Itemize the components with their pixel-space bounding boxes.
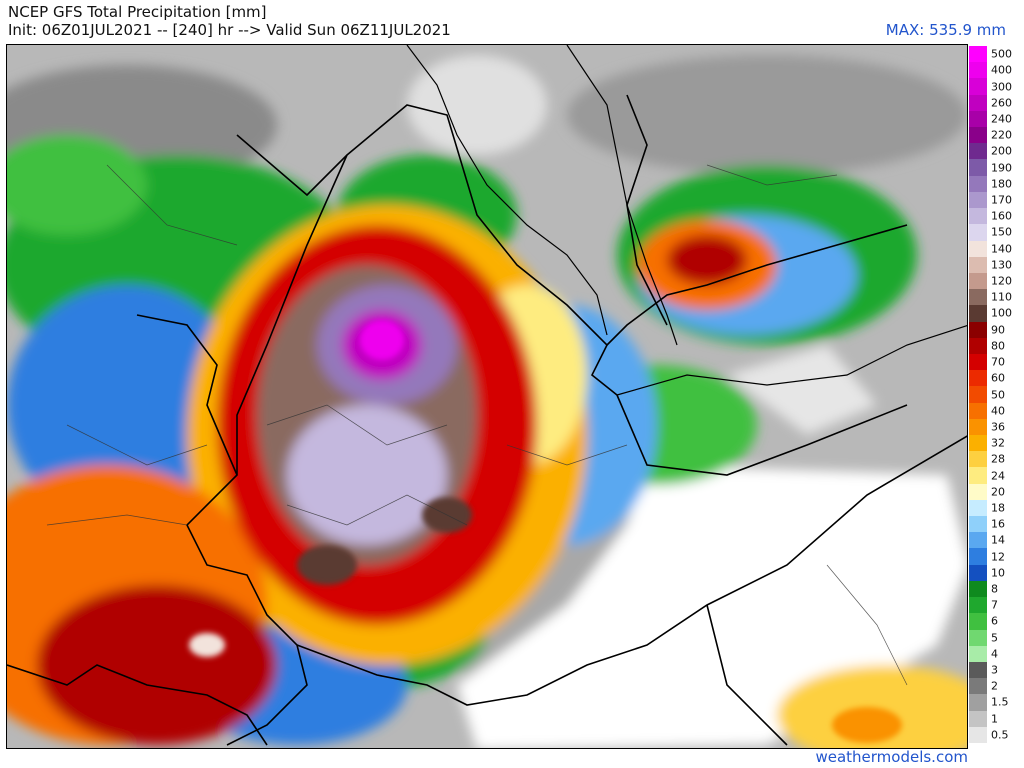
legend-label: 500 bbox=[991, 47, 1012, 61]
legend-label: 400 bbox=[991, 63, 1012, 77]
legend-label: 4 bbox=[991, 647, 998, 661]
legend-label: 70 bbox=[991, 355, 1005, 369]
legend-swatch bbox=[969, 597, 987, 614]
legend-label: 200 bbox=[991, 144, 1012, 158]
legend-swatch bbox=[969, 710, 987, 728]
legend-label: 7 bbox=[991, 598, 998, 612]
legend-swatch bbox=[969, 726, 987, 744]
region-borders bbox=[46, 164, 908, 686]
legend-label: 300 bbox=[991, 80, 1012, 94]
legend-swatch bbox=[969, 402, 987, 420]
legend-label: 14 bbox=[991, 533, 1005, 547]
legend-label: 260 bbox=[991, 96, 1012, 110]
map-title: NCEP GFS Total Precipitation [mm] bbox=[8, 3, 267, 21]
legend-swatch bbox=[969, 435, 987, 452]
precipitation-map[interactable] bbox=[6, 44, 968, 749]
legend-label: 220 bbox=[991, 128, 1012, 142]
legend-swatch bbox=[969, 548, 987, 566]
legend-label: 1 bbox=[991, 712, 998, 726]
legend-swatch bbox=[969, 580, 987, 598]
legend-label: 90 bbox=[991, 323, 1005, 337]
legend-swatch bbox=[969, 62, 987, 79]
legend-label: 6 bbox=[991, 614, 998, 628]
legend-swatch bbox=[969, 289, 987, 306]
legend-swatch bbox=[969, 694, 987, 712]
legend-swatch bbox=[969, 224, 987, 241]
legend-label: 170 bbox=[991, 193, 1012, 207]
legend-swatch bbox=[969, 370, 987, 387]
legend-label: 24 bbox=[991, 469, 1005, 483]
legend-swatch bbox=[969, 110, 987, 128]
legend-swatch bbox=[969, 386, 987, 404]
legend-swatch bbox=[969, 256, 987, 274]
legend-swatch bbox=[969, 499, 987, 517]
country-borders bbox=[7, 94, 967, 746]
legend-swatch bbox=[969, 272, 987, 290]
legend-swatch bbox=[969, 678, 987, 695]
legend-label: 180 bbox=[991, 177, 1012, 191]
legend-label: 2 bbox=[991, 679, 998, 693]
legend-label: 150 bbox=[991, 225, 1012, 239]
legend-swatch bbox=[969, 46, 987, 63]
legend-swatch bbox=[969, 240, 987, 258]
coastline bbox=[406, 45, 967, 396]
legend-label: 120 bbox=[991, 274, 1012, 288]
legend-swatch bbox=[969, 353, 987, 371]
legend-swatch bbox=[969, 94, 987, 112]
max-value-label: MAX: 535.9 mm bbox=[885, 21, 1006, 39]
map-subtitle: Init: 06Z01JUL2021 -- [240] hr --> Valid… bbox=[8, 21, 451, 39]
legend-label: 5 bbox=[991, 631, 998, 645]
legend-label: 100 bbox=[991, 306, 1012, 320]
legend-label: 16 bbox=[991, 517, 1005, 531]
legend-label: 28 bbox=[991, 452, 1005, 466]
legend-label: 110 bbox=[991, 290, 1012, 304]
legend-label: 130 bbox=[991, 258, 1012, 272]
legend-swatch bbox=[969, 661, 987, 679]
legend-label: 240 bbox=[991, 112, 1012, 126]
legend-swatch bbox=[969, 159, 987, 177]
legend-swatch bbox=[969, 629, 987, 647]
legend-swatch bbox=[969, 305, 987, 323]
credit-link[interactable]: weathermodels.com bbox=[815, 748, 968, 766]
legend-swatch bbox=[969, 564, 987, 582]
legend-label: 80 bbox=[991, 339, 1005, 353]
legend-swatch bbox=[969, 127, 987, 144]
precipitation-map-canvas bbox=[7, 45, 967, 748]
legend-swatch bbox=[969, 645, 987, 663]
legend-swatch bbox=[969, 321, 987, 339]
legend-swatch bbox=[969, 467, 987, 485]
legend-swatch bbox=[969, 483, 987, 501]
legend-label: 60 bbox=[991, 371, 1005, 385]
legend-label: 0.5 bbox=[991, 728, 1009, 742]
legend-swatch bbox=[969, 78, 987, 96]
legend-swatch bbox=[969, 337, 987, 355]
legend-label: 18 bbox=[991, 501, 1005, 515]
legend-label: 8 bbox=[991, 582, 998, 596]
legend-label: 1.5 bbox=[991, 695, 1009, 709]
legend-label: 20 bbox=[991, 485, 1005, 499]
legend-label: 50 bbox=[991, 388, 1005, 401]
legend-label: 12 bbox=[991, 550, 1005, 564]
legend-swatch bbox=[969, 451, 987, 468]
legend-swatch bbox=[969, 175, 987, 193]
legend-label: 140 bbox=[991, 242, 1012, 256]
legend-label: 190 bbox=[991, 161, 1012, 175]
legend-swatch bbox=[969, 532, 987, 549]
legend-label: 40 bbox=[991, 404, 1005, 418]
legend-label: 32 bbox=[991, 436, 1005, 450]
legend-swatch bbox=[969, 143, 987, 160]
legend-label: 160 bbox=[991, 209, 1012, 223]
precipitation-legend: 500 400 300 260 240 220 200 190 180 170 160 150 140 1… bbox=[969, 46, 1012, 744]
legend-swatch bbox=[969, 516, 987, 533]
legend-swatch bbox=[969, 208, 987, 225]
legend-swatch bbox=[969, 418, 987, 436]
legend-label: 10 bbox=[991, 566, 1005, 580]
legend-swatch bbox=[969, 613, 987, 631]
legend-label: 36 bbox=[991, 420, 1005, 434]
legend-label: 3 bbox=[991, 663, 998, 677]
legend-swatch bbox=[969, 191, 987, 209]
